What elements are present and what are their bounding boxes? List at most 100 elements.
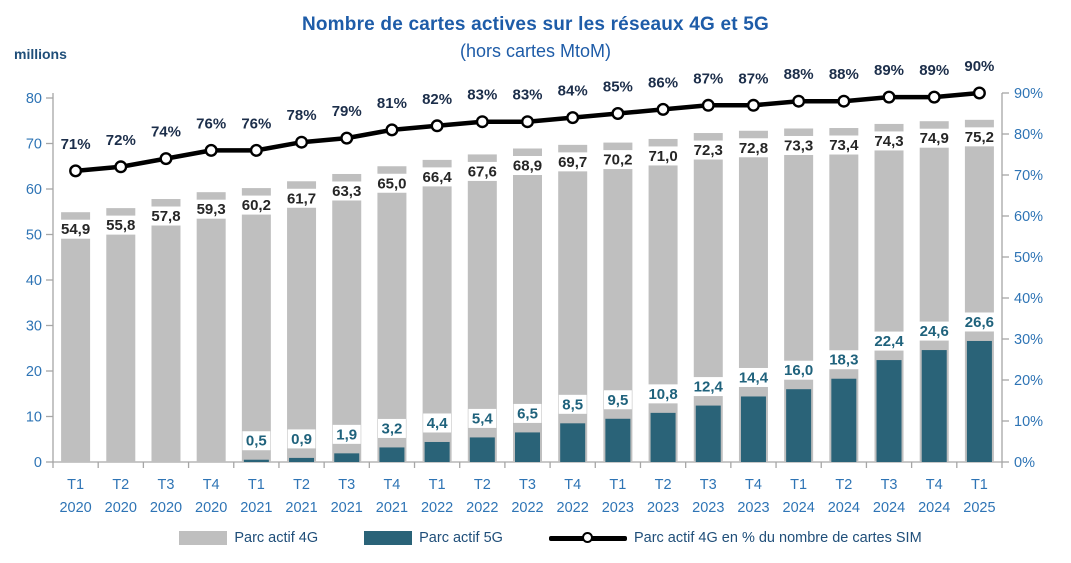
- x-tick-label-year: 2024: [783, 500, 815, 516]
- x-tick-label-year: 2022: [466, 500, 498, 516]
- bar-parc-actif-4g: [648, 138, 678, 462]
- data-label-5g: 14,4: [739, 369, 769, 386]
- label-bg-4g: [916, 128, 953, 148]
- y-left-tick-label: 50: [26, 228, 42, 244]
- label-bg-pct: [649, 73, 678, 92]
- label-bg-pct: [61, 134, 90, 153]
- data-label-5g: 1,9: [336, 426, 357, 443]
- data-label-4g: 72,8: [739, 140, 768, 157]
- data-label-5g: 6,5: [517, 405, 538, 422]
- legend: Parc actif 4G Parc actif 5G Parc actif 4…: [30, 530, 1071, 546]
- label-bg-pct: [468, 85, 497, 104]
- x-tick-label-quarter: T4: [203, 477, 220, 493]
- y-right-tick-label: 80%: [1014, 127, 1043, 143]
- y-right-tick-label: 10%: [1014, 414, 1043, 430]
- label-bg-pct: [784, 65, 813, 84]
- data-label-4g: 57,8: [151, 208, 180, 225]
- x-tick-label-year: 2020: [105, 500, 137, 516]
- y-right-tick-label: 30%: [1014, 332, 1043, 348]
- line-marker: [475, 115, 489, 129]
- data-label-5g: 10,8: [648, 386, 677, 403]
- data-label-4g: 73,3: [784, 137, 813, 154]
- label-bg-5g: [287, 429, 316, 449]
- data-label-4g: 67,6: [468, 163, 497, 180]
- y-axis-unit-label: millions: [14, 46, 67, 62]
- data-label-4g: 72,3: [694, 142, 723, 159]
- label-bg-pct: [875, 61, 903, 80]
- line-marker: [204, 143, 218, 157]
- data-label-4g: 65,0: [377, 175, 406, 192]
- chart-title: Nombre de cartes actives sur les réseaux…: [301, 14, 770, 35]
- data-label-4g: 59,3: [197, 201, 226, 218]
- x-tick-label-quarter: T3: [881, 477, 898, 493]
- x-tick-label-year: 2020: [59, 500, 91, 516]
- x-tick-label-quarter: T3: [519, 477, 536, 493]
- line-marker: [611, 106, 625, 120]
- label-bg-4g: [644, 146, 682, 166]
- line-marker: [159, 152, 173, 166]
- data-label-4g: 60,2: [242, 197, 271, 214]
- label-bg-4g: [419, 167, 456, 187]
- line-marker: [430, 119, 444, 133]
- data-label-pct: 85%: [603, 79, 633, 96]
- label-bg-pct: [694, 69, 723, 88]
- bar-parc-actif-4g: [241, 188, 271, 462]
- label-bg-4g: [599, 150, 636, 170]
- y-left-tick-label: 30: [26, 319, 42, 335]
- data-label-4g: 54,9: [61, 221, 90, 238]
- data-label-5g: 18,3: [829, 352, 858, 369]
- line-marker: [882, 90, 896, 104]
- data-label-4g: 70,2: [603, 152, 632, 169]
- y-left-tick-label: 40: [26, 273, 42, 289]
- x-tick-label-quarter: T4: [745, 477, 762, 493]
- data-label-4g: 68,9: [513, 158, 542, 175]
- label-bg-pct: [106, 130, 135, 149]
- label-bg-pct: [287, 106, 316, 125]
- data-label-pct: 78%: [287, 107, 317, 124]
- label-bg-4g: [57, 219, 94, 239]
- bar-parc-actif-4g: [196, 192, 226, 462]
- label-bg-pct: [197, 114, 226, 133]
- line-marker: [69, 164, 83, 178]
- x-tick-label-quarter: T3: [338, 477, 355, 493]
- data-label-pct: 88%: [784, 66, 814, 83]
- x-tick-label-quarter: T2: [655, 477, 672, 493]
- y-right-tick-label: 70%: [1014, 168, 1043, 184]
- y-right-tick-label: 0%: [1014, 455, 1035, 471]
- line-marker: [521, 115, 535, 129]
- label-bg-5g: [423, 413, 452, 433]
- x-tick-label-year: 2024: [918, 500, 950, 516]
- x-tick-label-quarter: T2: [112, 477, 129, 493]
- data-label-pct: 74%: [151, 124, 181, 141]
- line-marker: [295, 135, 309, 149]
- label-bg-4g: [328, 181, 365, 201]
- data-label-pct: 88%: [829, 66, 859, 83]
- data-label-4g: 63,3: [332, 183, 361, 200]
- x-tick-label-quarter: T1: [248, 477, 265, 493]
- label-bg-5g: [377, 418, 406, 438]
- y-right-tick-label: 90%: [1014, 86, 1043, 102]
- data-label-5g: 16,0: [784, 362, 813, 379]
- y-left-tick-label: 80: [26, 91, 42, 107]
- legend-label-parc-4g-pct: Parc actif 4G en % du nombre de cartes S…: [633, 530, 922, 546]
- label-bg-5g: [332, 424, 361, 444]
- x-tick-label-quarter: T1: [67, 477, 84, 493]
- x-tick-label-year: 2024: [873, 500, 905, 516]
- y-left-tick-label: 0: [34, 455, 42, 471]
- data-label-4g: 75,2: [965, 129, 994, 146]
- x-tick-label-year: 2023: [602, 500, 634, 516]
- data-label-pct: 79%: [332, 103, 362, 120]
- bar-parc-actif-5g: [515, 432, 540, 462]
- x-tick-label-year: 2022: [557, 500, 589, 516]
- y-right-tick-label: 40%: [1014, 291, 1043, 307]
- x-tick-label-year: 2020: [150, 500, 182, 516]
- label-bg-4g: [690, 140, 727, 160]
- line-marker: [114, 160, 128, 174]
- legend-swatch-5g-icon: [364, 531, 413, 545]
- x-tick-label-quarter: T1: [971, 477, 988, 493]
- line-marker: [746, 98, 760, 112]
- label-bg-pct: [603, 77, 632, 96]
- bar-parc-actif-4g: [61, 212, 91, 462]
- legend-item-parc-4g: Parc actif 4G: [179, 530, 318, 546]
